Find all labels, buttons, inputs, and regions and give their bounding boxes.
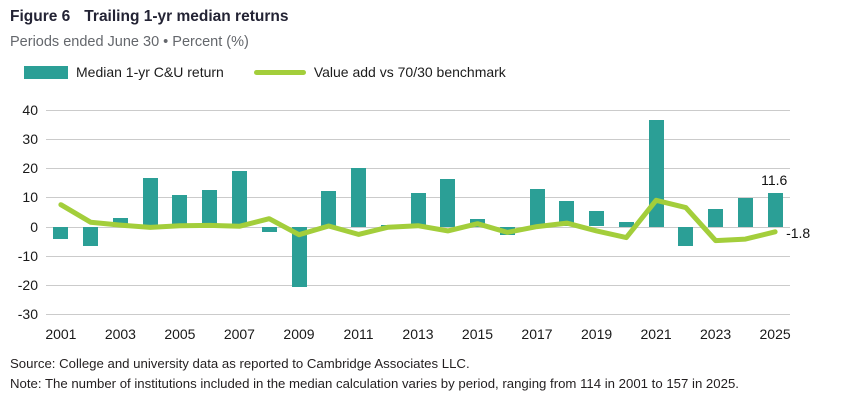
y-tick-label: 40	[22, 102, 38, 118]
x-tick-label: 2023	[700, 326, 732, 342]
x-tick-label: 2015	[461, 326, 494, 342]
bar	[351, 168, 366, 227]
bar	[648, 119, 664, 227]
source-note: Source: College and university data as r…	[10, 356, 470, 371]
bar	[380, 225, 396, 227]
bar	[737, 197, 753, 227]
bar	[261, 226, 277, 232]
gridline	[46, 168, 790, 170]
y-tick-label: -10	[17, 247, 38, 264]
y-tick-label: 10	[22, 189, 38, 206]
bar	[529, 189, 545, 227]
y-tick-label: -30	[17, 306, 38, 322]
bar	[172, 195, 188, 227]
figure-title: Figure 6 Trailing 1-yr median returns	[10, 8, 288, 26]
legend-item-value-add: Value add vs 70/30 benchmark	[253, 64, 506, 80]
y-tick-label: 30	[22, 131, 38, 148]
gridline	[46, 255, 790, 257]
bar	[618, 221, 634, 227]
x-tick-label: 2003	[104, 326, 136, 342]
bar	[499, 226, 515, 236]
x-tick-label: 2007	[223, 326, 255, 342]
figure-footnotes: Source: College and university data as r…	[10, 354, 739, 394]
bar	[53, 226, 69, 239]
bar	[708, 209, 724, 227]
gridline	[46, 110, 790, 111]
bar	[678, 226, 694, 247]
x-tick-label: 2017	[521, 326, 553, 342]
x-tick-label: 2009	[283, 326, 315, 342]
figure-name: Trailing 1-yr median returns	[84, 8, 289, 25]
y-tick-label: 0	[30, 218, 38, 235]
methodology-note: Note: The number of institutions include…	[10, 376, 739, 391]
bar-swatch-icon	[24, 65, 68, 79]
bar	[410, 192, 426, 227]
bar	[559, 200, 575, 227]
figure-number: Figure 6	[10, 8, 71, 25]
gridline	[46, 284, 790, 286]
legend-item-median-return: Median 1-yr C&U return	[24, 64, 224, 80]
x-tick-label: 2021	[640, 326, 672, 342]
bar	[142, 178, 158, 227]
y-tick-label: -20	[17, 276, 38, 293]
line-value-annotation: -1.8	[786, 224, 811, 241]
line-swatch-icon	[253, 69, 306, 75]
bar	[231, 171, 247, 227]
legend-label-median-return: Median 1-yr C&U return	[76, 64, 224, 80]
x-tick-label: 2011	[343, 326, 374, 342]
x-tick-label: 2019	[581, 326, 613, 342]
chart-legend: Median 1-yr C&U return Value add vs 70/3…	[24, 64, 506, 80]
bar	[202, 189, 218, 227]
bar	[440, 178, 456, 227]
bar	[83, 226, 99, 247]
bar	[291, 226, 307, 288]
bar	[112, 218, 128, 227]
gridline	[46, 314, 790, 315]
bar	[321, 191, 337, 227]
bar	[470, 219, 485, 227]
legend-label-value-add: Value add vs 70/30 benchmark	[313, 64, 506, 80]
gridline	[46, 139, 790, 141]
bar	[767, 192, 783, 227]
bar-value-annotation: 11.6	[761, 171, 788, 188]
figure-subtitle: Periods ended June 30 • Percent (%)	[10, 34, 249, 50]
bar	[589, 211, 605, 227]
y-tick-label: 20	[22, 160, 38, 177]
x-tick-label: 2005	[164, 326, 196, 342]
x-tick-label: 2025	[759, 326, 791, 342]
x-tick-label: 2013	[402, 326, 434, 342]
x-tick-label: 2001	[45, 326, 77, 342]
